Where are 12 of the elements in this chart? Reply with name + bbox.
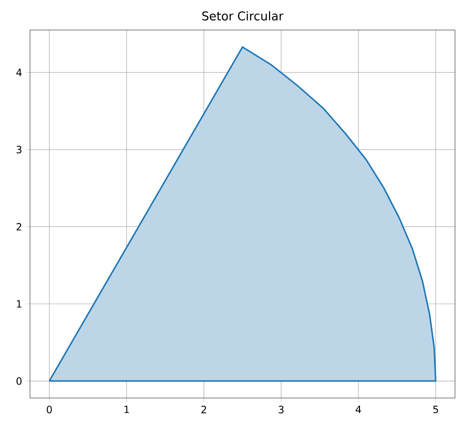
x-tick-label: 0: [46, 406, 52, 414]
y-tick-label: 1: [16, 300, 22, 308]
x-tick-label: 1: [124, 406, 129, 414]
y-tick-label: 0: [16, 377, 22, 385]
x-tick-label: 2: [201, 406, 206, 414]
x-tick-label: 5: [433, 406, 438, 414]
x-tick-label: 4: [356, 406, 362, 414]
y-tick-label: 4: [16, 68, 22, 76]
y-tick-label: 2: [16, 223, 22, 230]
y-tick-label: 3: [16, 146, 22, 154]
x-tick-label: 3: [278, 406, 284, 414]
chart-title: Setor Circular: [202, 11, 284, 20]
